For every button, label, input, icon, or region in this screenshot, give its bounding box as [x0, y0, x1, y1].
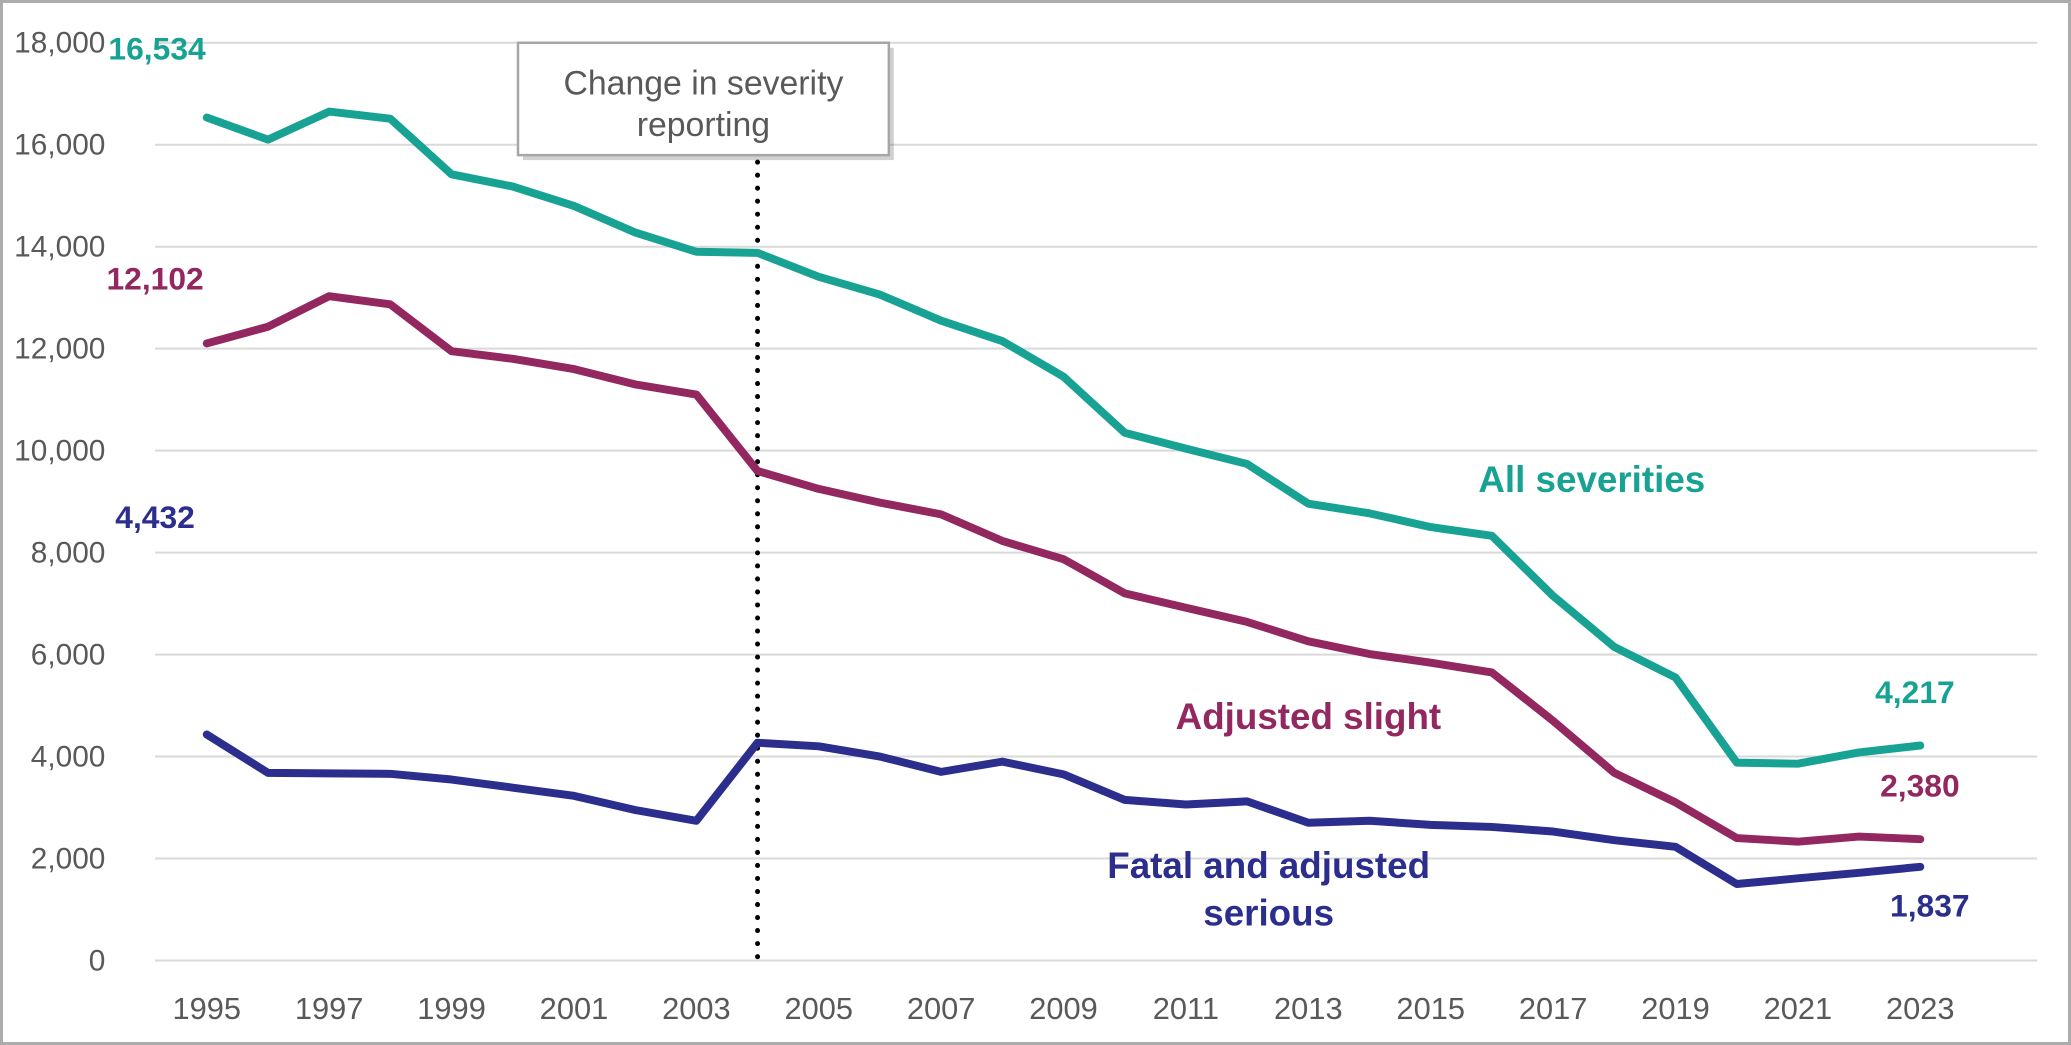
series-label-all-severities: All severities [1478, 459, 1705, 500]
annotation-box [516, 41, 891, 157]
value-labels-group: 16,534 12,102 4,432 4,217 2,380 1,837 [106, 31, 1969, 924]
series-label-fatal-and-adjusted-serious: Fatal and adjusted [1107, 845, 1430, 886]
x-axis-labels-group: 1995 1997 1999 2001 2003 2005 2007 2009 2011 2013… [173, 991, 1955, 1026]
series-line-fatal-and-adjusted-serious [202, 730, 1925, 888]
value-label: 16,534 [108, 31, 206, 67]
series-label-fatal-and-adjusted-serious: serious [1203, 893, 1334, 934]
x-axis-tick-label: 2017 [1519, 991, 1588, 1026]
x-axis-tick-label: 2011 [1153, 991, 1219, 1026]
x-axis-tick-label: 2019 [1641, 991, 1710, 1026]
y-axis-tick-label: 8,000 [31, 537, 106, 570]
x-axis-tick-label: 2013 [1274, 991, 1343, 1026]
value-label: 4,432 [115, 499, 195, 535]
value-label: 2,380 [1880, 767, 1960, 803]
y-axis-tick-label: 16,000 [14, 129, 105, 162]
y-axis-labels-group: 0 2,000 4,000 6,000 8,000 10,000 12,000 14,000 1… [14, 27, 105, 978]
series-line-all-severities [202, 107, 1925, 768]
x-axis-tick-label: 2001 [540, 991, 609, 1026]
x-axis-tick-label: 2005 [784, 991, 853, 1026]
x-axis-tick-label: 1999 [417, 991, 486, 1026]
y-axis-tick-label: 0 [89, 944, 106, 977]
x-axis-tick-label: 2023 [1886, 991, 1955, 1026]
y-axis-tick-label: 10,000 [14, 435, 105, 468]
annotation-group: Change in severity reporting [516, 41, 894, 962]
value-label: 4,217 [1875, 674, 1955, 710]
x-axis-tick-label: 2015 [1396, 991, 1465, 1026]
annotation-text-line1: Change in severity [563, 64, 843, 102]
annotation-text-line2: reporting [637, 106, 770, 144]
x-axis-tick-label: 1997 [295, 991, 364, 1026]
x-axis-tick-label: 1995 [173, 991, 242, 1026]
x-axis-tick-label: 2009 [1029, 991, 1098, 1026]
value-label: 12,102 [106, 260, 203, 296]
series-line-adjusted-slight [202, 292, 1925, 846]
gridlines-group [155, 41, 2038, 962]
y-axis-tick-label: 12,000 [14, 333, 105, 366]
y-axis-tick-label: 14,000 [14, 231, 105, 264]
series-name-labels-group: All severities Adjusted slight Fatal and a… [1107, 459, 1705, 933]
y-axis-tick-label: 4,000 [31, 740, 106, 773]
casualties-line-chart: 02,0004,0006,0008,00010,00012,00014,0001… [14, 27, 2038, 1026]
series-label-adjusted-slight: Adjusted slight [1176, 696, 1442, 737]
value-label: 1,837 [1890, 888, 1970, 924]
y-axis-tick-label: 18,000 [14, 27, 105, 60]
series-lines-group [202, 107, 1925, 888]
y-axis-tick-label: 6,000 [31, 639, 106, 672]
y-axis-tick-label: 2,000 [31, 842, 106, 875]
x-axis-tick-label: 2021 [1764, 991, 1833, 1026]
x-axis-tick-label: 2007 [907, 991, 976, 1026]
x-axis-tick-label: 2003 [662, 991, 731, 1026]
